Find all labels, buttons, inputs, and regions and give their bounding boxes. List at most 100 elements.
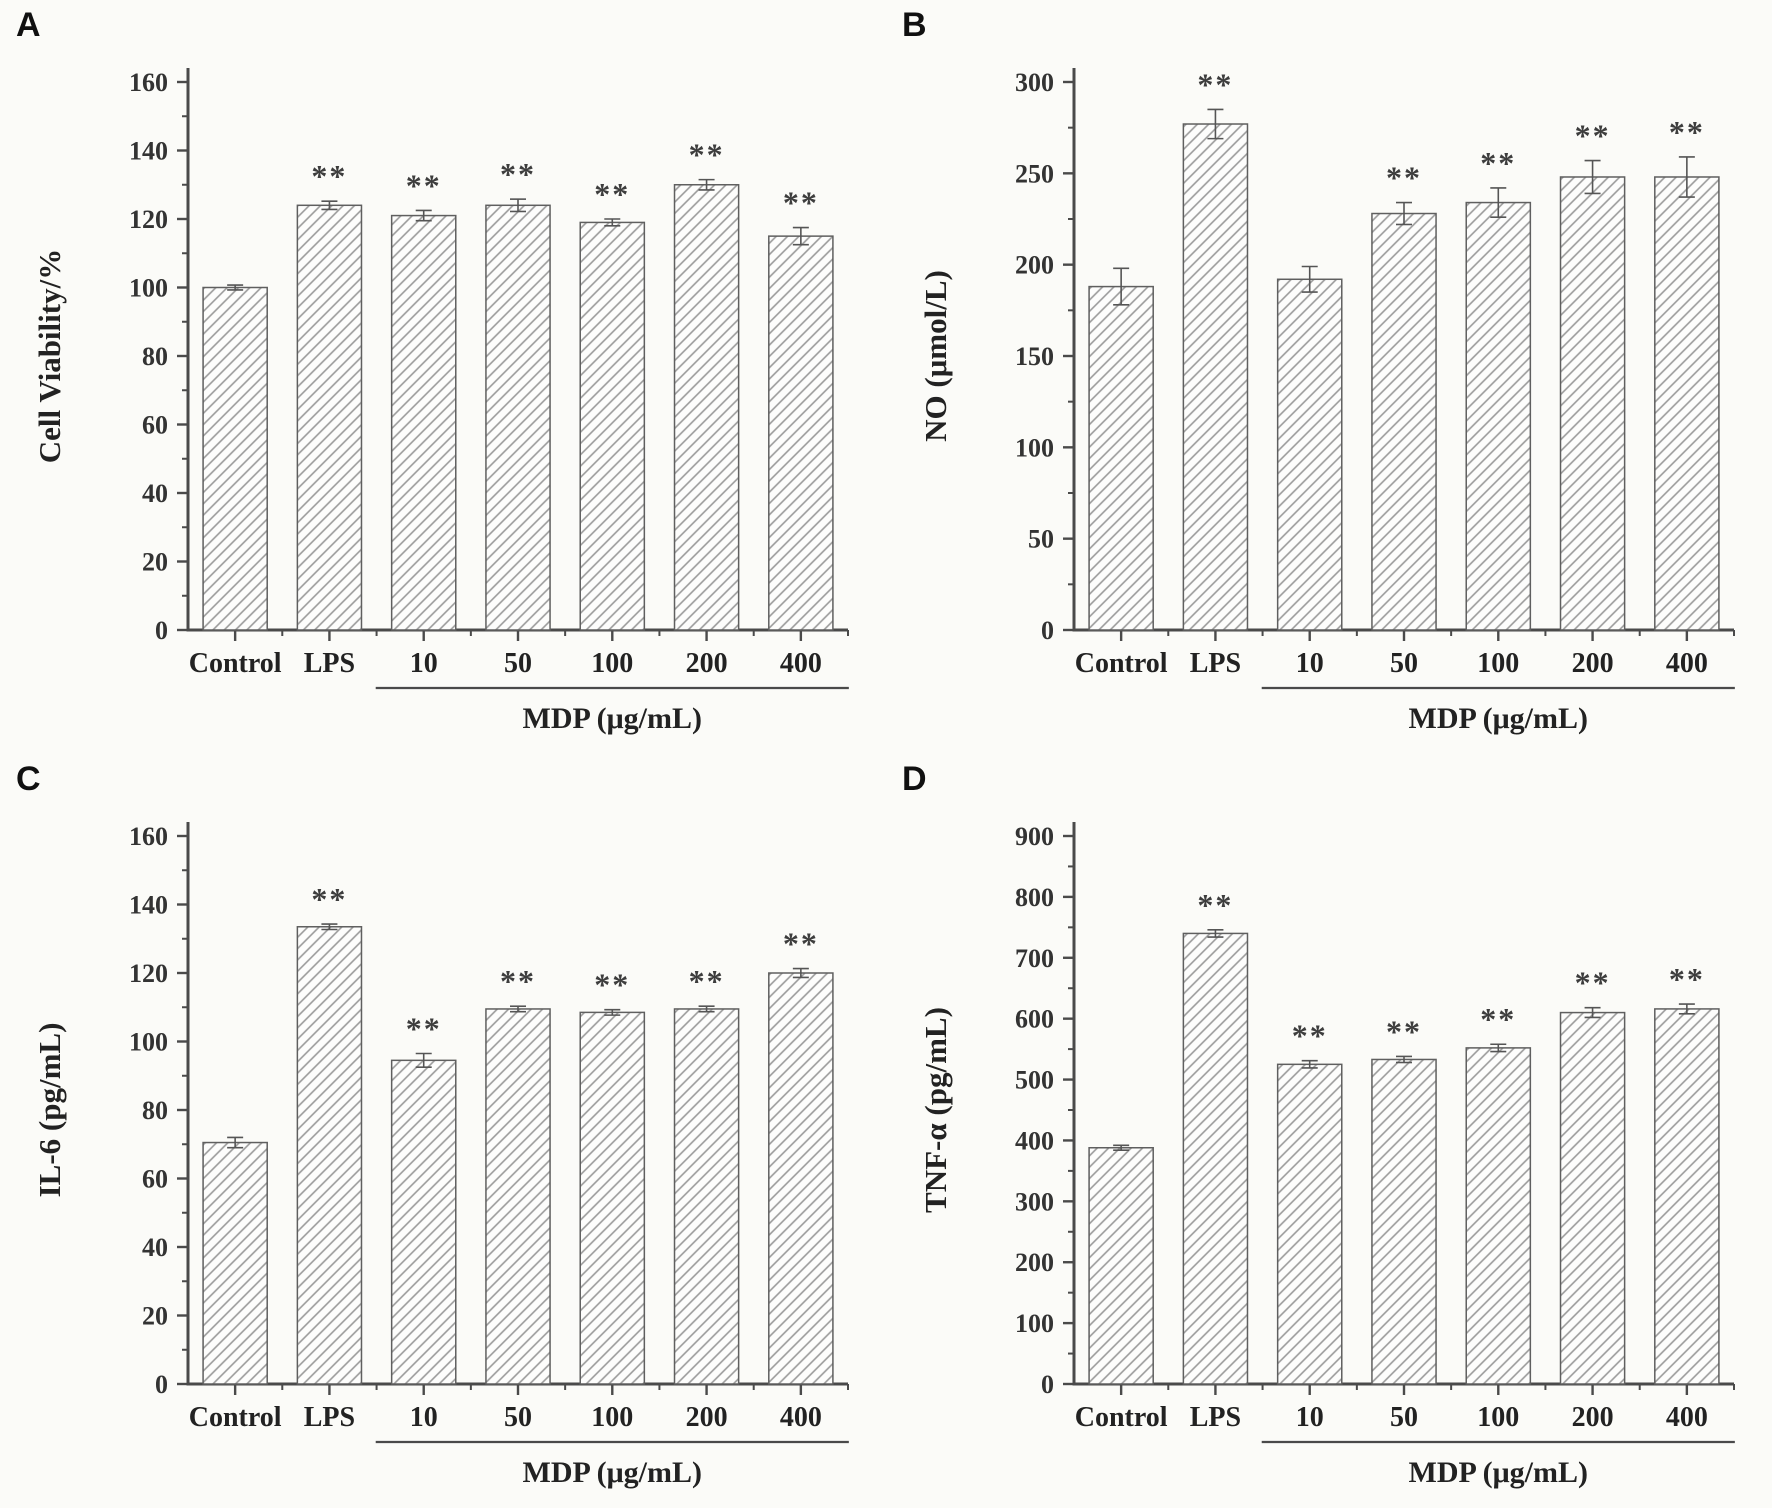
svg-text:20: 20 xyxy=(142,1302,168,1331)
panel-c: C 0 20 40 60 80 100 120 140 160 IL-6 (pg/mL) Contr… xyxy=(0,754,886,1508)
svg-text:100: 100 xyxy=(1477,648,1519,679)
svg-text:140: 140 xyxy=(129,137,168,166)
svg-text:TNF-α (pg/mL): TNF-α (pg/mL) xyxy=(918,1007,953,1213)
svg-text:200: 200 xyxy=(686,648,728,679)
svg-text:**: ** xyxy=(1575,965,1611,1001)
svg-text:50: 50 xyxy=(504,1402,532,1433)
svg-text:0: 0 xyxy=(1041,616,1054,645)
svg-text:Control: Control xyxy=(189,648,282,679)
svg-text:60: 60 xyxy=(142,411,168,440)
svg-text:IL-6 (pg/mL): IL-6 (pg/mL) xyxy=(32,1023,67,1198)
panel-b: B 0 50 100 150 200 250 300 NO (μmol/L) Control **… xyxy=(886,0,1772,754)
svg-text:100: 100 xyxy=(129,1028,168,1057)
svg-text:10: 10 xyxy=(410,648,438,679)
svg-text:400: 400 xyxy=(1666,1402,1708,1433)
bar-chart-il6: 0 20 40 60 80 100 120 140 160 IL-6 (pg/mL) Control… xyxy=(32,822,849,1489)
svg-text:10: 10 xyxy=(1296,1402,1324,1433)
svg-text:0: 0 xyxy=(155,616,168,645)
svg-text:50: 50 xyxy=(1390,1402,1418,1433)
svg-text:100: 100 xyxy=(1015,1309,1054,1338)
svg-text:200: 200 xyxy=(1015,1248,1054,1277)
svg-text:Cell Viability/%: Cell Viability/% xyxy=(32,249,67,463)
svg-text:50: 50 xyxy=(504,648,532,679)
svg-text:**: ** xyxy=(1480,145,1516,181)
svg-text:0: 0 xyxy=(1041,1370,1054,1399)
svg-text:NO (μmol/L): NO (μmol/L) xyxy=(918,270,953,442)
panel-a: A 0 20 40 60 80 100 120 140 160 Cell Viability/% C… xyxy=(0,0,886,754)
svg-text:250: 250 xyxy=(1015,159,1054,188)
svg-text:**: ** xyxy=(1575,118,1611,154)
svg-text:Control: Control xyxy=(1075,1402,1168,1433)
svg-text:60: 60 xyxy=(142,1165,168,1194)
svg-text:200: 200 xyxy=(1015,251,1054,280)
svg-text:300: 300 xyxy=(1015,1187,1054,1216)
svg-text:MDP (μg/mL): MDP (μg/mL) xyxy=(1409,702,1588,735)
svg-text:80: 80 xyxy=(142,1096,168,1125)
svg-text:**: ** xyxy=(406,167,442,203)
svg-text:LPS: LPS xyxy=(304,1402,355,1433)
svg-text:140: 140 xyxy=(129,891,168,920)
svg-text:400: 400 xyxy=(780,648,822,679)
svg-text:LPS: LPS xyxy=(304,648,355,679)
svg-text:**: ** xyxy=(689,963,725,999)
svg-text:100: 100 xyxy=(591,1402,633,1433)
panel-c-label: C xyxy=(16,760,41,798)
svg-text:800: 800 xyxy=(1015,883,1054,912)
svg-text:50: 50 xyxy=(1390,648,1418,679)
svg-text:**: ** xyxy=(1669,961,1705,997)
bar-chart-tnf-alpha: 0 100 200 300 400 500 600 700 800 900 TNF-α (pg/mL… xyxy=(918,822,1735,1489)
bar-chart-cell-viability: 0 20 40 60 80 100 120 140 160 Cell Viability/% Con… xyxy=(32,68,849,735)
svg-text:400: 400 xyxy=(1666,648,1708,679)
svg-text:100: 100 xyxy=(591,648,633,679)
svg-text:**: ** xyxy=(1292,1018,1328,1054)
svg-text:Control: Control xyxy=(1075,648,1168,679)
svg-text:**: ** xyxy=(594,967,630,1003)
svg-text:100: 100 xyxy=(1015,433,1054,462)
svg-text:10: 10 xyxy=(1296,648,1324,679)
svg-text:120: 120 xyxy=(129,205,168,234)
svg-text:700: 700 xyxy=(1015,944,1054,973)
svg-text:600: 600 xyxy=(1015,1005,1054,1034)
svg-text:40: 40 xyxy=(142,1233,168,1262)
svg-text:**: ** xyxy=(406,1010,442,1046)
svg-text:150: 150 xyxy=(1015,342,1054,371)
svg-text:**: ** xyxy=(783,926,819,962)
svg-text:80: 80 xyxy=(142,342,168,371)
panel-a-label: A xyxy=(16,6,41,44)
svg-text:400: 400 xyxy=(780,1402,822,1433)
svg-text:200: 200 xyxy=(686,1402,728,1433)
svg-text:LPS: LPS xyxy=(1190,1402,1241,1433)
svg-text:**: ** xyxy=(1197,66,1233,102)
svg-text:20: 20 xyxy=(142,548,168,577)
svg-text:200: 200 xyxy=(1572,1402,1614,1433)
svg-text:**: ** xyxy=(1197,887,1233,923)
svg-text:MDP (μg/mL): MDP (μg/mL) xyxy=(523,702,702,735)
svg-text:300: 300 xyxy=(1015,68,1054,97)
svg-text:160: 160 xyxy=(129,68,168,97)
svg-text:0: 0 xyxy=(155,1370,168,1399)
svg-text:**: ** xyxy=(311,881,347,917)
svg-text:Control: Control xyxy=(189,1402,282,1433)
svg-text:100: 100 xyxy=(129,274,168,303)
svg-text:MDP (μg/mL): MDP (μg/mL) xyxy=(1409,1456,1588,1489)
svg-text:500: 500 xyxy=(1015,1066,1054,1095)
svg-text:160: 160 xyxy=(129,822,168,851)
svg-text:50: 50 xyxy=(1028,525,1054,554)
panel-d-label: D xyxy=(902,760,927,798)
svg-text:**: ** xyxy=(1386,160,1422,196)
panel-d: D 0 100 200 300 400 500 600 700 800 900 TNF-α (pg/… xyxy=(886,754,1772,1508)
svg-text:10: 10 xyxy=(410,1402,438,1433)
svg-text:400: 400 xyxy=(1015,1126,1054,1155)
svg-text:**: ** xyxy=(500,156,536,192)
svg-text:**: ** xyxy=(594,176,630,212)
svg-text:**: ** xyxy=(1480,1001,1516,1037)
svg-text:200: 200 xyxy=(1572,648,1614,679)
svg-text:900: 900 xyxy=(1015,822,1054,851)
svg-text:MDP (μg/mL): MDP (μg/mL) xyxy=(523,1456,702,1489)
bar-chart-no: 0 50 100 150 200 250 300 NO (μmol/L) Control ** LP… xyxy=(918,66,1735,735)
svg-text:**: ** xyxy=(500,963,536,999)
svg-text:40: 40 xyxy=(142,479,168,508)
svg-text:**: ** xyxy=(311,158,347,194)
svg-text:**: ** xyxy=(689,137,725,173)
